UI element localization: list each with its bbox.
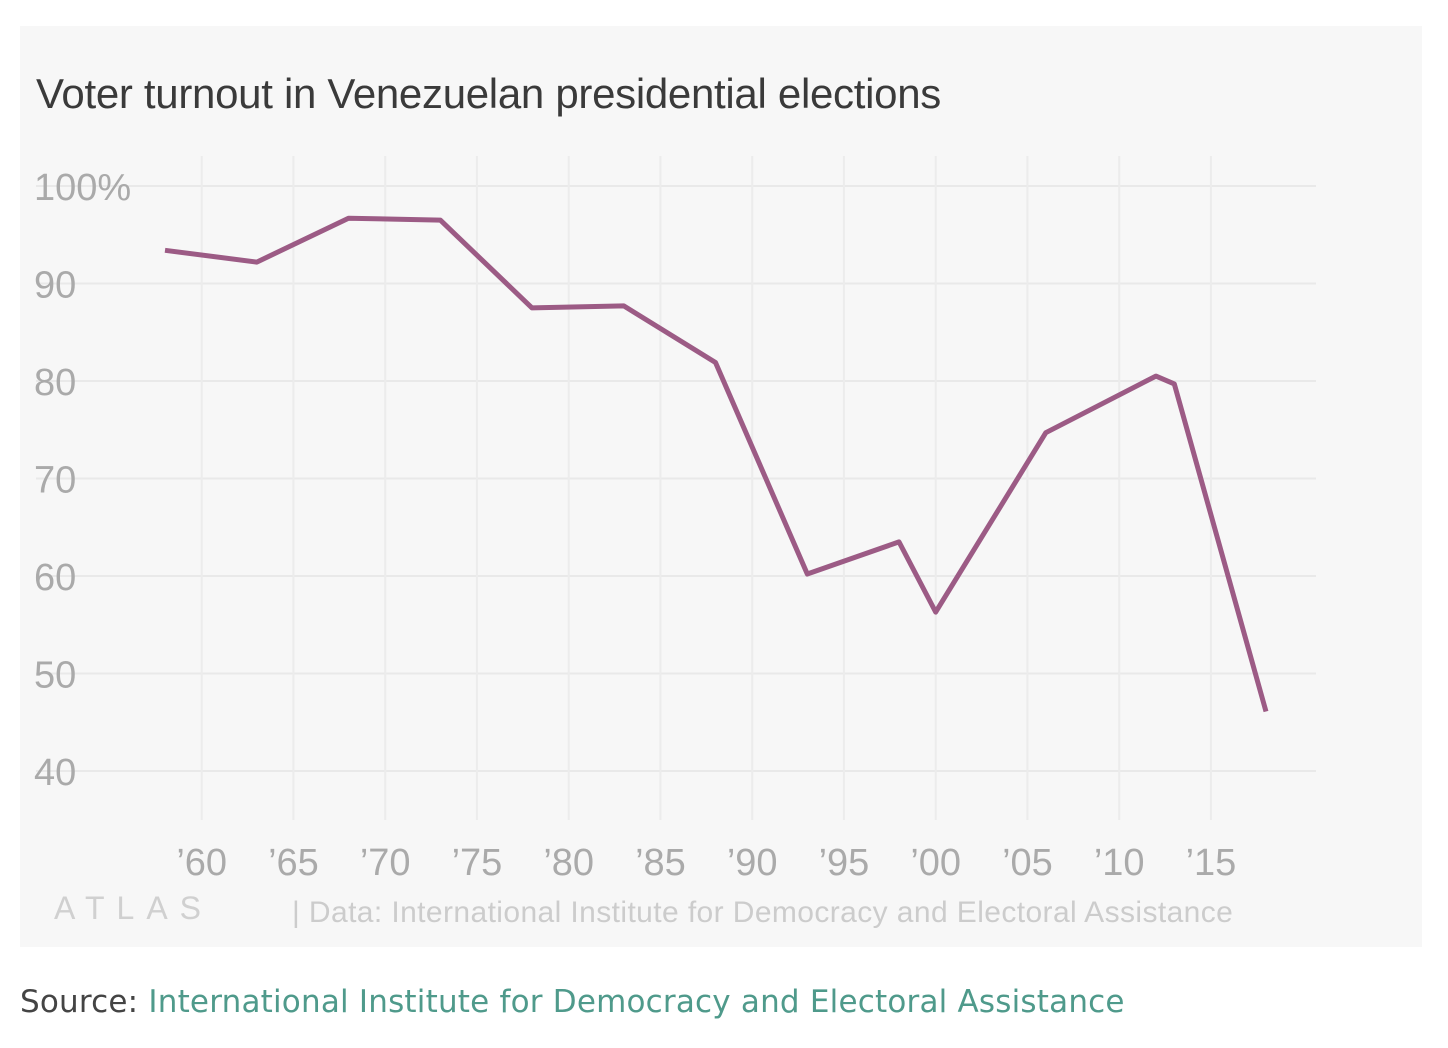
y-tick-label: 40 [34,752,76,794]
x-tick-label: ’00 [910,842,961,884]
y-tick-label: 100% [34,167,131,209]
y-tick-label: 80 [34,362,76,404]
x-tick-label: ’15 [1186,842,1237,884]
x-tick-label: ’05 [1002,842,1053,884]
data-credit: | Data: International Institute for Demo… [292,896,1234,929]
chart-card [20,26,1422,947]
y-tick-label: 50 [34,655,76,697]
atlas-logo: ATLAS [54,890,213,926]
x-tick-label: ’90 [727,842,778,884]
grid [36,156,1316,820]
chart-title: Voter turnout in Venezuelan presidential… [36,70,941,117]
turnout-line [164,215,1269,713]
series [164,215,1269,713]
x-tick-label: ’80 [543,842,594,884]
x-tick-label: ’95 [819,842,870,884]
x-tick-label: ’75 [452,842,503,884]
x-tick-label: ’60 [176,842,227,884]
x-tick-label: ’85 [635,842,686,884]
y-tick-label: 90 [34,265,76,307]
source-line: Source: International Institute for Demo… [20,984,1125,1020]
y-tick-label: 60 [34,557,76,599]
x-axis: ’60 ’65 ’70 ’75 ’80 ’85 ’90 ’95 ’00 ’05 ’10 ’15 [176,842,1236,884]
y-axis: 100% 90 80 70 60 50 40 [34,167,131,794]
y-tick-label: 70 [34,460,76,502]
x-tick-label: ’65 [268,842,319,884]
x-tick-label: ’70 [360,842,411,884]
source-link[interactable]: International Institute for Democracy an… [148,984,1125,1020]
x-tick-label: ’10 [1094,842,1145,884]
source-prefix: Source: [20,984,149,1020]
